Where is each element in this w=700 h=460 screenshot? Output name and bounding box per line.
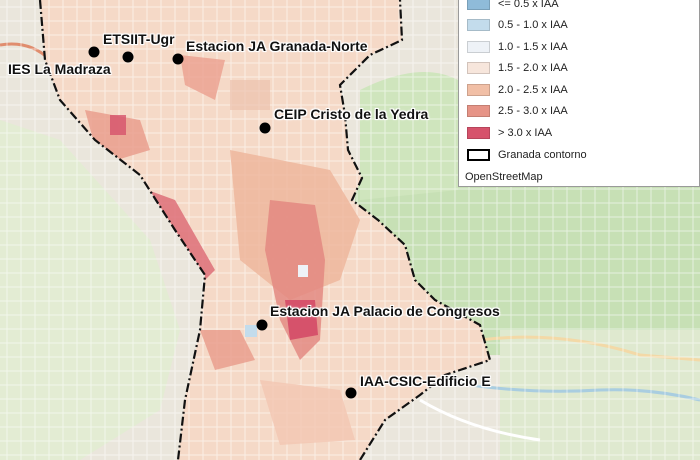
legend-swatch [467,18,490,31]
legend-item: 1.0 - 1.5 x IAA [467,39,568,54]
legend-item: <= 0.5 x IAA [467,0,559,11]
station-marker-palacio-congresos[interactable] [256,319,268,331]
legend-item: 2.0 - 2.5 x IAA [467,82,568,97]
legend-label: 2.5 - 3.0 x IAA [498,104,568,117]
station-marker-la-madraza[interactable] [88,46,100,58]
legend-item: 0.5 - 1.0 x IAA [467,17,568,32]
legend-swatch [467,83,490,96]
legend-swatch [467,104,490,117]
legend-boundary-label: Granada contorno [498,148,587,161]
legend-label: 0.5 - 1.0 x IAA [498,18,568,31]
legend-label: 1.0 - 1.5 x IAA [498,40,568,53]
legend-label: > 3.0 x IAA [498,126,553,139]
legend-item-boundary: Granada contorno [467,147,587,162]
legend-basemap-label: OpenStreetMap [465,170,543,183]
legend-swatch [467,61,490,74]
legend-item: 2.5 - 3.0 x IAA [467,103,568,118]
map-legend: <= 0.5 x IAA 0.5 - 1.0 x IAA 1.0 - 1.5 x… [458,0,700,187]
marker-label-la-madraza: IES La Madraza [8,61,111,77]
station-marker-etsiit[interactable] [122,51,134,63]
legend-basemap: OpenStreetMap [465,169,543,184]
marker-label-cristo-yedra: CEIP Cristo de la Yedra [274,106,429,122]
station-marker-cristo-yedra[interactable] [259,122,271,134]
legend-label: <= 0.5 x IAA [498,0,559,10]
legend-item: > 3.0 x IAA [467,125,552,140]
marker-label-etsiit: ETSIIT-Ugr [103,31,175,47]
legend-label: 1.5 - 2.0 x IAA [498,61,568,74]
station-marker-granada-norte[interactable] [172,53,184,65]
legend-item: 1.5 - 2.0 x IAA [467,60,568,75]
granada-boundary [38,0,492,460]
marker-label-iaa-csic: IAA-CSIC-Edificio E [360,373,491,389]
legend-label: 2.0 - 2.5 x IAA [498,83,568,96]
marker-label-granada-norte: Estacion JA Granada-Norte [186,38,368,54]
station-marker-iaa-csic[interactable] [345,387,357,399]
boundary-swatch [467,148,490,161]
legend-swatch [467,126,490,139]
legend-swatch [467,40,490,53]
marker-label-palacio-congresos: Estacion JA Palacio de Congresos [270,303,500,319]
legend-swatch [467,0,490,10]
